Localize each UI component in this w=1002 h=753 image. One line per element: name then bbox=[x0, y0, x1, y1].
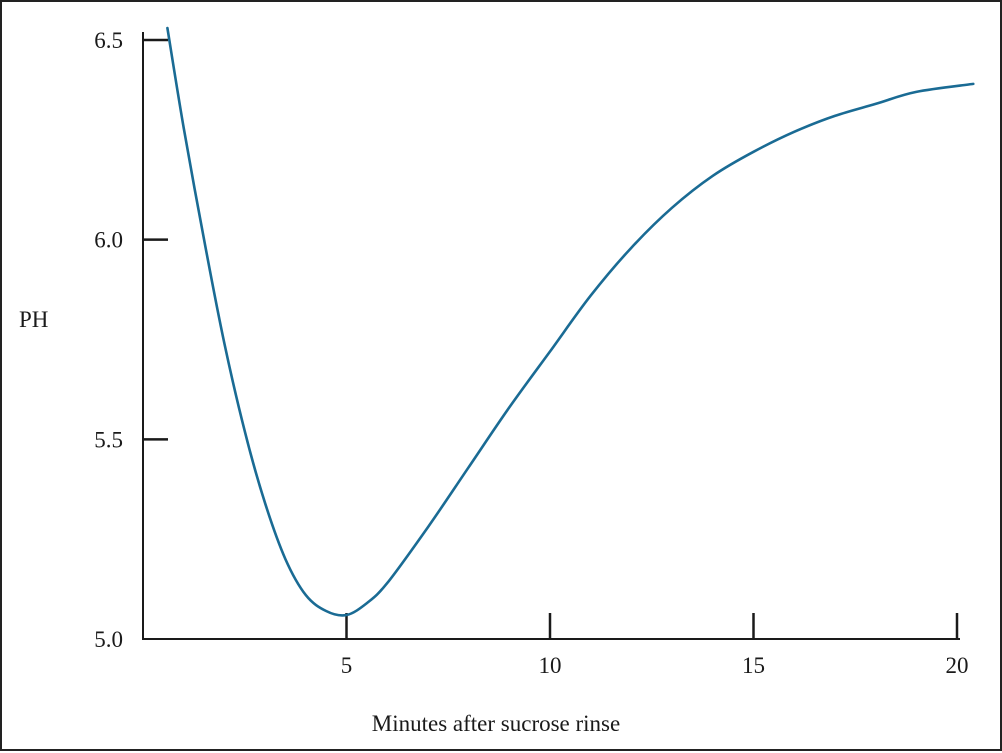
y-tick-label: 5.5 bbox=[94, 427, 123, 452]
x-axis-label: Minutes after sucrose rinse bbox=[372, 711, 620, 736]
series-layer bbox=[166, 26, 975, 617]
y-tick-label: 6.5 bbox=[94, 28, 123, 53]
y-ticks: 5.0 5.5 6.0 6.5 bbox=[94, 28, 168, 652]
x-ticks: 5 10 15 20 bbox=[341, 613, 969, 678]
y-axis-label: PH bbox=[19, 307, 48, 332]
x-tick-label: 20 bbox=[946, 653, 969, 678]
x-tick-label: 5 bbox=[341, 653, 353, 678]
x-tick-label: 10 bbox=[539, 653, 562, 678]
y-tick-label: 5.0 bbox=[94, 627, 123, 652]
x-tick-label: 15 bbox=[742, 653, 765, 678]
y-tick-label: 6.0 bbox=[94, 228, 123, 253]
ph-series-line bbox=[166, 26, 975, 617]
